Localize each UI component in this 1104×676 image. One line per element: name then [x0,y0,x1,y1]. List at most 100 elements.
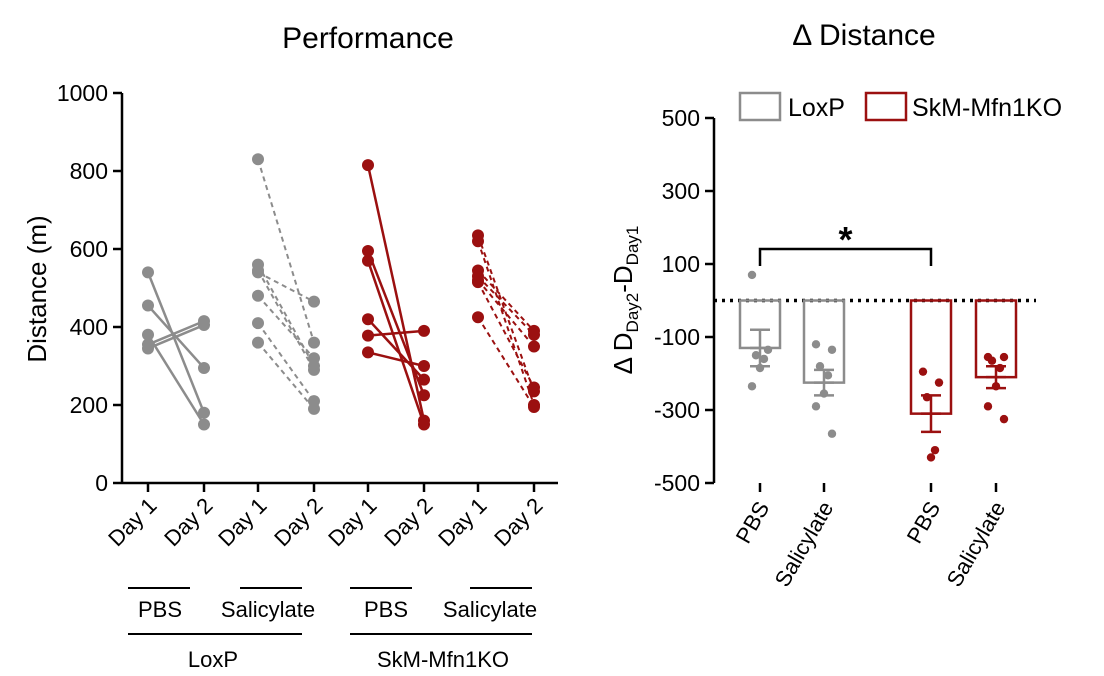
performance-point [308,352,320,365]
delta-point [759,354,769,364]
delta-point [987,356,997,365]
performance-line [147,323,205,350]
performance-point [252,289,264,302]
performance-line [257,271,315,303]
performance-axes: 0 200 400 600 800 1000 [57,80,558,496]
delta-y-tick-label: 100 [662,251,700,277]
performance-point [142,328,154,341]
significance-bracket: * [758,219,933,266]
performance-point [472,276,484,289]
performance-x-tick-label: Day 1 [433,493,491,551]
performance-x-tick-label: Day 1 [213,493,271,551]
performance-line [367,351,425,368]
delta-point [751,351,761,360]
performance-point [252,317,264,330]
legend-swatch [738,91,782,122]
performance-lines [146,159,535,426]
performance-line [147,319,205,346]
performance-point [308,336,320,349]
performance-x-tick-label: Day 2 [489,493,547,551]
performance-line [257,269,315,371]
performance-point [418,360,430,372]
performance-point [198,361,210,374]
performance-point [308,402,320,415]
delta-y-label-prefix: Δ D [608,332,638,374]
delta-point [823,371,833,380]
performance-line [257,322,315,402]
performance-y-tick-label: 600 [70,236,108,262]
delta-y-label-sub1: Day2 [623,293,642,333]
performance-point [198,406,210,419]
performance-x-tick-label: Day 1 [323,493,381,551]
performance-point [252,266,264,279]
performance-point [252,336,264,349]
delta-point [747,382,757,391]
performance-point [308,363,320,376]
delta-y-tick-label: -300 [654,397,700,423]
performance-y-tick-label: 800 [70,158,108,184]
performance-line [146,271,206,414]
performance-point [528,400,540,413]
delta-x-tick-label: Salicylate [942,497,1011,591]
performance-y-tick-label: 200 [70,392,108,418]
performance-y-label: Distance (m) [22,215,52,362]
delta-y-tick-label: 300 [662,178,700,204]
delta-x-tick-label: PBS [902,497,946,548]
performance-point [362,244,374,257]
delta-point [991,382,1001,391]
delta-point [983,402,993,411]
delta-point [815,362,825,371]
performance-line [367,329,425,337]
treatment-label: Salicylate [221,597,315,622]
delta-x-tick-label: PBS [731,497,775,548]
legend-swatch [864,91,908,122]
performance-x-tick-label: Day 1 [103,493,161,551]
performance-line [366,260,426,425]
delta-point [999,414,1009,424]
performance-line [366,250,426,396]
performance-point [198,319,210,332]
performance-point [362,313,374,326]
delta-y-tick-label: -500 [654,470,700,496]
performance-line [257,341,315,410]
delta-y-label-sub2: Day1 [623,226,642,266]
performance-x-tick-label: Day 2 [159,493,217,551]
performance-point [142,342,154,355]
performance-line [477,316,535,408]
legend-label: SkM-Mfn1KO [912,94,1062,122]
performance-point [418,389,430,402]
delta-point [995,363,1005,373]
performance-line [477,269,535,332]
performance-line [477,235,535,392]
delta-x-tick-label: Salicylate [770,497,839,591]
performance-points [142,153,540,431]
performance-x-tick-label: Day 2 [269,493,327,551]
significance-line [758,247,933,266]
genotype-label: SkM-Mfn1KO [377,647,509,671]
performance-title: Performance [282,22,454,55]
performance-line [477,281,535,388]
delta-point [926,453,936,462]
delta-bars [738,270,1018,462]
delta-point [811,340,821,349]
delta-point [918,367,928,376]
performance-y-tick-label: 400 [70,314,108,340]
delta-y-tick-label: -100 [654,324,700,350]
performance-point [418,373,430,386]
delta-legend: LoxP SkM-Mfn1KO [738,91,1062,122]
performance-line [257,264,315,367]
treatment-label: PBS [138,597,182,622]
delta-point [930,445,940,455]
performance-point [472,311,484,324]
performance-point [308,295,320,308]
performance-point [252,153,264,166]
delta-y-tick-label: 500 [662,105,700,131]
performance-line [146,334,206,426]
genotype-label: LoxP [188,647,238,671]
performance-point [142,299,154,312]
delta-y-label-dash: -D [608,265,638,292]
